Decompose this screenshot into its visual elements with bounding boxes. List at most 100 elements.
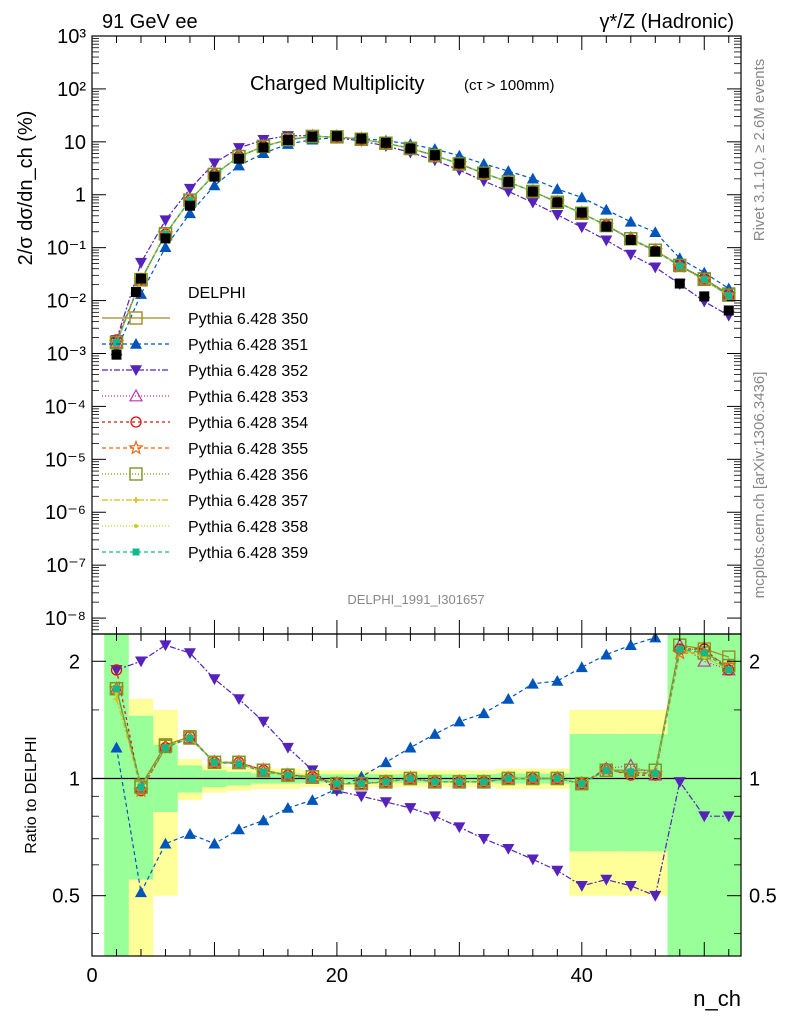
header-left: 91 GeV ee	[102, 11, 198, 33]
series-356-main-point	[501, 175, 516, 189]
delphi-point	[625, 234, 636, 245]
series-352-main-point	[575, 222, 588, 234]
series-351-ratio-point	[306, 794, 319, 805]
series-356-ratio-point	[183, 731, 197, 745]
ratio-tick-label-right: 1	[749, 768, 760, 790]
series-356-ratio-point	[305, 770, 320, 784]
legend-marker	[132, 548, 140, 556]
series-356-main-point	[330, 130, 344, 144]
legend-label: Pythia 6.428 351	[188, 337, 308, 354]
series-352-ratio-point	[575, 881, 588, 892]
x-tick-label: 40	[571, 965, 593, 987]
ratio-tick-label: 0.5	[52, 886, 80, 908]
series-351-ratio-point	[723, 611, 735, 622]
series-356-main-point	[697, 272, 711, 287]
delphi-point	[723, 305, 734, 316]
y-tick-label: 10⁻²	[47, 291, 87, 313]
series-352-main-point	[232, 143, 245, 154]
series-352-main-point	[624, 249, 637, 261]
delphi-point	[331, 131, 342, 142]
series-359-ratio-point	[529, 774, 537, 782]
series-351-ratio-point	[477, 707, 490, 719]
y-tick-label: 10⁻³	[47, 343, 87, 365]
series-351-ratio-point	[110, 741, 123, 753]
delphi-point	[674, 278, 685, 289]
band-inner	[594, 734, 619, 852]
series-352-ratio-point	[698, 811, 711, 823]
legend-marker	[128, 388, 144, 402]
y-tick-label: 10⁻⁸	[45, 608, 86, 630]
series-352-ratio-point	[232, 694, 245, 706]
legend-marker	[130, 338, 142, 349]
series-359-ratio-point	[137, 783, 145, 791]
delphi-point	[429, 150, 440, 161]
series-351-ratio-point	[281, 801, 294, 813]
y-axis-label-main: 2/σ dσ/dn_ch (%)	[15, 111, 37, 266]
y-tick-label: 10²	[57, 79, 86, 101]
series-351-ratio-line	[115, 634, 658, 895]
series-351-main-line	[115, 136, 730, 351]
series-352-ratio-point	[257, 716, 270, 728]
y-tick-label: 10⁻⁵	[45, 449, 86, 471]
series-356-ratio-point	[158, 739, 173, 753]
series-351-ratio-point	[698, 598, 710, 609]
legend-label: Pythia 6.428 353	[188, 389, 308, 406]
x-tick-label: 20	[326, 965, 348, 987]
series-351-ratio-point	[575, 661, 588, 673]
series-359-ratio-point	[651, 769, 659, 777]
series-356-ratio-point	[232, 755, 246, 770]
series-352-ratio-point	[673, 777, 686, 788]
y-tick-label: 10⁻⁶	[45, 502, 86, 524]
series-352-ratio-point	[502, 843, 515, 855]
series-356-ratio-point	[575, 776, 589, 791]
series-352-ratio-line	[116, 644, 729, 897]
series-359-ratio-point	[308, 774, 316, 782]
series-359-main-point	[700, 275, 708, 283]
series-359-ratio-point	[627, 768, 635, 776]
legend-marker	[129, 311, 143, 325]
series-352-ratio-point	[134, 656, 147, 668]
series-352-ratio-point	[379, 797, 392, 809]
series-352-ratio-point	[624, 881, 637, 892]
series-359-ratio-point	[725, 666, 733, 674]
series-351-main-point	[183, 207, 196, 219]
band-inner	[716, 634, 741, 956]
series-351-ratio-point	[600, 648, 613, 660]
series-356-main-point	[452, 157, 467, 171]
series-359-main-point	[725, 292, 733, 300]
series-356-main-point	[428, 148, 442, 163]
y-tick-label: 10⁻¹	[47, 238, 87, 260]
series-351-ratio-point	[404, 741, 417, 753]
band-inner	[692, 634, 717, 956]
series-356-main-point	[550, 195, 565, 209]
series-352-ratio-point	[281, 742, 294, 754]
series-356-main-point	[109, 335, 124, 350]
series-351-ratio-point	[624, 639, 637, 650]
series-352-ratio-point	[600, 874, 613, 886]
series-352-ratio-point	[404, 803, 417, 814]
series-351-ratio-point	[232, 823, 245, 835]
series-356-ratio-point	[134, 780, 148, 794]
series-352-main-point	[502, 186, 515, 198]
series-351-main-point	[600, 203, 613, 215]
series-356-main-point	[403, 141, 418, 156]
y-tick-label: 1	[75, 185, 86, 207]
series-352-ratio-point	[183, 648, 196, 660]
delphi-point	[478, 167, 489, 178]
series-356-main-point	[722, 288, 736, 302]
series-359-ratio-point	[700, 649, 708, 657]
series-359-main-point	[112, 338, 120, 346]
mcplots-label: mcplots.cern.ch [arXiv:1306.3436]	[751, 372, 768, 599]
series-359-ratio-point	[235, 760, 243, 768]
y-tick-label: 10³	[57, 26, 86, 48]
series-356-main-point	[281, 132, 295, 147]
series-356-main-point	[354, 132, 369, 147]
series-352-ratio-point	[428, 811, 441, 823]
legend-label: Pythia 6.428 356	[188, 467, 308, 484]
ratio-tick-label: 2	[69, 651, 80, 673]
series-351-main-point	[649, 226, 662, 238]
ratio-tick-label-right: 0.5	[749, 886, 777, 908]
series-351-ratio-point	[453, 715, 466, 727]
series-351-ratio-point	[551, 674, 564, 686]
series-356-main-point	[379, 136, 393, 150]
